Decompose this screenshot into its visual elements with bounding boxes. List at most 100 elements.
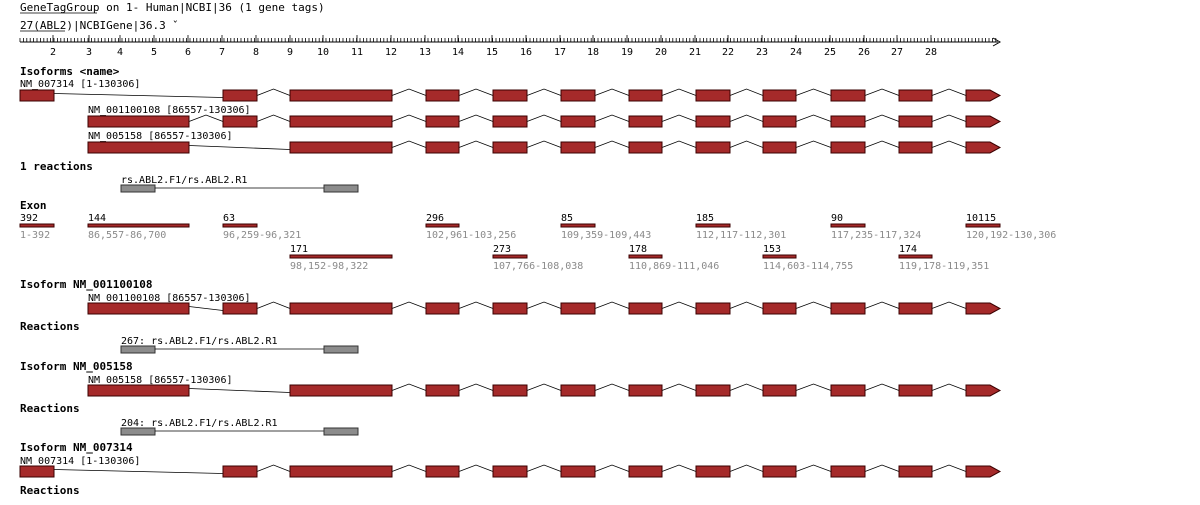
exon-block[interactable] (628, 115, 663, 128)
exon-block[interactable] (560, 465, 596, 478)
exon-block[interactable] (898, 465, 933, 478)
exon-block[interactable] (628, 465, 663, 478)
exon-block[interactable] (425, 141, 460, 154)
exon-block[interactable] (87, 115, 190, 128)
detail-reaction-track-a[interactable] (120, 345, 359, 354)
exon-block[interactable] (222, 89, 258, 102)
detail-isoform-label-b[interactable]: NM_005158 [86557-130306] (88, 375, 233, 386)
exon-block[interactable] (87, 141, 190, 154)
detail-reaction-label-a[interactable]: 267: rs.ABL2.F1/rs.ABL2.R1 (121, 336, 278, 347)
exon-block[interactable] (762, 115, 797, 128)
isoform-track-nm007314[interactable] (19, 88, 1002, 102)
exon-block[interactable] (222, 465, 258, 478)
exon-block[interactable] (695, 89, 731, 102)
exon-block[interactable] (425, 115, 460, 128)
exon-block[interactable] (289, 465, 393, 478)
exon-block-terminal[interactable] (965, 302, 1002, 315)
exon-block[interactable] (19, 89, 55, 102)
exon-bar[interactable] (965, 223, 1001, 228)
exon-block[interactable] (695, 115, 731, 128)
exon-block[interactable] (898, 115, 933, 128)
exon-block[interactable] (425, 302, 460, 315)
exon-block-terminal[interactable] (965, 141, 1002, 154)
reverse-primer-a[interactable] (323, 345, 359, 354)
exon-block[interactable] (492, 141, 528, 154)
exon-block[interactable] (762, 141, 797, 154)
exon-block-terminal[interactable] (965, 115, 1002, 128)
detail-isoform-track-c[interactable] (19, 464, 1002, 478)
detail-isoform-track-a[interactable] (87, 301, 1002, 315)
forward-primer-a[interactable] (120, 345, 156, 354)
forward-primer-b[interactable] (120, 427, 156, 436)
exon-block[interactable] (898, 302, 933, 315)
exon-block[interactable] (289, 141, 393, 154)
exon-bar[interactable] (628, 254, 663, 259)
exon-block[interactable] (19, 465, 55, 478)
exon-block[interactable] (898, 384, 933, 397)
exon-block[interactable] (289, 384, 393, 397)
exon-block[interactable] (87, 302, 190, 315)
exon-block[interactable] (762, 89, 797, 102)
isoform-label-nm001100108[interactable]: NM_001100108 [86557-130306] (88, 105, 251, 116)
page-title[interactable]: GeneTagGroup on 1- Human|NCBI|36 (1 gene… (20, 1, 325, 14)
exon-block-terminal[interactable] (965, 89, 1002, 102)
exon-block[interactable] (830, 465, 866, 478)
exon-block[interactable] (222, 302, 258, 315)
detail-isoform-label-a[interactable]: NM_001100108 [86557-130306] (88, 293, 251, 304)
exon-block[interactable] (628, 89, 663, 102)
exon-block[interactable] (560, 302, 596, 315)
exon-bar[interactable] (87, 223, 190, 228)
exon-block[interactable] (222, 115, 258, 128)
isoform-track-nm001100108[interactable] (87, 114, 1002, 128)
exon-block[interactable] (560, 141, 596, 154)
exon-block[interactable] (830, 141, 866, 154)
exon-block[interactable] (898, 89, 933, 102)
exon-block[interactable] (762, 465, 797, 478)
exon-block[interactable] (695, 384, 731, 397)
exon-block[interactable] (425, 384, 460, 397)
exon-block[interactable] (492, 302, 528, 315)
detail-reaction-track-b[interactable] (120, 427, 359, 436)
exon-block[interactable] (425, 465, 460, 478)
reaction-track[interactable] (120, 184, 359, 193)
exon-bar[interactable] (898, 254, 933, 259)
exon-block[interactable] (289, 302, 393, 315)
exon-block[interactable] (695, 302, 731, 315)
forward-primer[interactable] (120, 184, 156, 193)
exon-block[interactable] (560, 384, 596, 397)
exon-block[interactable] (492, 89, 528, 102)
exon-bar[interactable] (425, 223, 460, 228)
exon-block[interactable] (830, 302, 866, 315)
detail-reaction-label-b[interactable]: 204: rs.ABL2.F1/rs.ABL2.R1 (121, 418, 278, 429)
exon-block[interactable] (628, 302, 663, 315)
exon-block[interactable] (762, 384, 797, 397)
exon-block[interactable] (87, 384, 190, 397)
exon-block[interactable] (425, 89, 460, 102)
exon-block[interactable] (830, 384, 866, 397)
exon-block[interactable] (560, 89, 596, 102)
exon-block[interactable] (830, 115, 866, 128)
exon-bar[interactable] (222, 223, 258, 228)
isoform-label-nm007314[interactable]: NM_007314 [1-130306] (20, 79, 140, 90)
exon-bar[interactable] (695, 223, 731, 228)
gene-tag-label[interactable]: 27(ABL2)|NCBIGene|36.3 (20, 19, 166, 32)
exon-bar[interactable] (560, 223, 596, 228)
exon-block[interactable] (492, 384, 528, 397)
exon-block[interactable] (492, 465, 528, 478)
exon-block[interactable] (492, 115, 528, 128)
exon-block-terminal[interactable] (965, 465, 1002, 478)
exon-bar[interactable] (830, 223, 866, 228)
exon-block[interactable] (898, 141, 933, 154)
exon-block[interactable] (695, 465, 731, 478)
exon-block[interactable] (289, 89, 393, 102)
exon-bar[interactable] (492, 254, 528, 259)
exon-bar[interactable] (19, 223, 55, 228)
exon-block[interactable] (560, 115, 596, 128)
reaction-label[interactable]: rs.ABL2.F1/rs.ABL2.R1 (121, 175, 247, 186)
exon-block[interactable] (628, 141, 663, 154)
reverse-primer-b[interactable] (323, 427, 359, 436)
exon-bar[interactable] (289, 254, 393, 259)
detail-isoform-label-c[interactable]: NM_007314 [1-130306] (20, 456, 140, 467)
isoform-label-nm005158[interactable]: NM_005158 [86557-130306] (88, 131, 233, 142)
exon-bar[interactable] (762, 254, 797, 259)
